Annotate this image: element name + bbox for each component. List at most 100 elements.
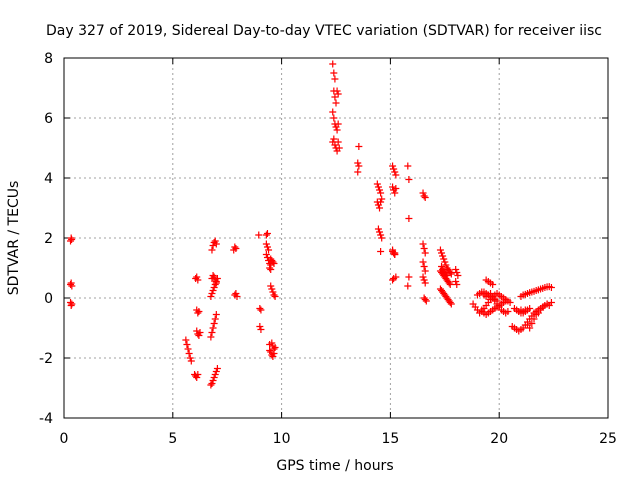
data-point [195,308,203,315]
data-point [267,348,275,356]
data-point [211,237,219,245]
data-point [389,162,397,170]
data-point [208,329,216,336]
data-point [331,93,339,101]
data-point [453,281,461,288]
data-point [443,272,451,279]
y-tick-label: -4 [39,411,53,427]
x-tick-label: 15 [381,431,399,447]
data-point [270,260,278,267]
data-point [528,320,536,327]
data-point [211,371,219,378]
data-point [333,126,341,134]
data-point [332,99,340,107]
data-point [377,198,385,206]
data-point [257,306,265,314]
data-point [439,252,447,260]
data-point [266,264,274,272]
data-point [391,189,399,197]
data-point [376,204,384,212]
data-point [67,279,75,287]
data-point [68,282,76,290]
data-point [504,308,512,315]
data-point [404,162,412,170]
data-point [211,315,219,323]
data-point [207,381,215,389]
data-point [67,281,75,288]
data-point [266,341,274,348]
data-point [376,186,384,194]
chart-title: Day 327 of 2019, Sidereal Day-to-day VTE… [46,23,602,39]
data-point [420,276,428,284]
data-point [262,231,270,239]
data-point [193,374,201,381]
data-point [270,350,278,357]
data-point [195,332,203,339]
x-tick-label: 20 [490,431,508,447]
data-point [391,168,399,176]
data-point [489,281,497,288]
data-point [269,353,277,360]
data-point [390,165,398,173]
data-point [187,357,195,365]
data-point [263,254,271,261]
data-point [209,272,217,279]
data-point [256,323,264,330]
data-point [67,299,75,306]
data-point [271,344,279,351]
data-point [269,288,277,296]
y-axis-label: SDTVAR / TECUs [6,181,22,296]
data-point [267,266,275,273]
data-point [543,300,551,308]
data-point [266,347,274,354]
data-point [231,243,239,251]
y-tick-label: 0 [44,291,53,307]
data-point [210,284,218,291]
data-point [420,192,428,200]
data-point [355,162,363,170]
data-point [390,249,398,257]
data-point [262,240,270,248]
data-point [447,300,455,308]
data-points [67,60,555,389]
data-point [420,245,428,252]
data-point [354,168,362,176]
data-point [194,309,202,317]
data-point [232,245,240,252]
data-point [194,371,202,378]
data-point [262,251,270,258]
data-point [420,263,428,270]
data-point [377,231,385,239]
data-point [376,228,384,236]
data-point [334,120,342,128]
data-point [438,249,446,257]
x-tick-label: 5 [168,431,177,447]
data-point [183,341,191,348]
data-point [377,189,385,197]
data-point [441,258,449,266]
data-point [355,143,363,150]
data-point [419,258,427,266]
data-point [389,276,397,284]
data-point [209,377,217,384]
data-point [331,141,339,149]
data-point [196,329,204,336]
data-point [212,368,220,375]
data-point [212,279,220,287]
data-point [207,333,215,341]
axis-ticks: 0 5 10 15 20 25 -4 -2 0 2 4 6 8 [39,51,617,447]
data-point [333,87,341,95]
data-point [68,236,76,243]
data-point [257,326,265,333]
data-point [354,159,362,167]
data-point [330,114,338,122]
data-point [442,261,450,269]
data-point [184,345,192,353]
data-point [212,240,220,248]
plot-frame [63,57,609,419]
data-point [334,138,342,146]
data-point [208,290,216,297]
data-point [389,183,397,191]
data-point [526,324,534,332]
